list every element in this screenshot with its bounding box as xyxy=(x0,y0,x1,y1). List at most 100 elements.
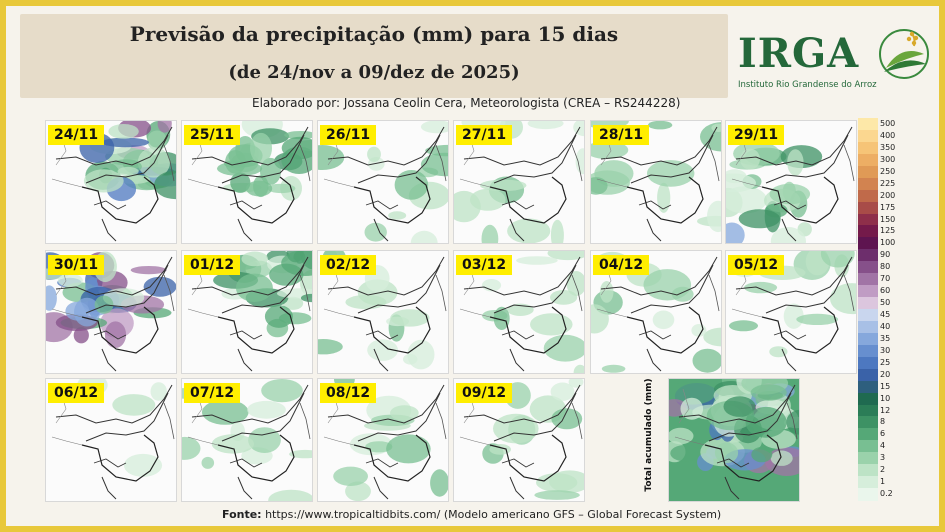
legend-item: 40 xyxy=(858,320,914,334)
legend-value: 0.2 xyxy=(880,489,893,499)
legend-item: 35 xyxy=(858,332,914,346)
map-date-label: 07/12 xyxy=(184,383,241,403)
total-accumulated-map xyxy=(668,378,800,502)
irga-logo: IRGA Instituto Rio Grandense do Arroz xyxy=(736,24,932,96)
map-graphic xyxy=(187,121,312,242)
source-label: Fonte: xyxy=(222,508,262,521)
forecast-map: 08/12 xyxy=(317,378,449,502)
legend-value: 70 xyxy=(880,274,891,284)
legend-item: 80 xyxy=(858,261,914,274)
legend-value: 90 xyxy=(880,250,891,260)
rice-field-icon xyxy=(879,29,929,79)
legend-item: 225 xyxy=(858,177,914,191)
legend-swatch xyxy=(858,368,878,382)
map-graphic xyxy=(729,251,856,372)
legend-swatch xyxy=(858,320,878,334)
source-text: https://www.tropicaltidbits.com/ (Modelo… xyxy=(265,508,722,521)
legend-swatch xyxy=(858,237,878,251)
color-legend: 500 400 350 300 250 225 200 175 150 125 … xyxy=(858,118,914,501)
legend-item: 6 xyxy=(858,428,914,442)
legend-swatch xyxy=(858,452,878,465)
legend-swatch xyxy=(858,213,878,227)
legend-value: 100 xyxy=(880,238,896,248)
map-date-label: 02/12 xyxy=(320,255,377,275)
legend-value: 2 xyxy=(880,465,886,475)
legend-item: 12 xyxy=(858,404,914,418)
map-graphic xyxy=(318,121,448,243)
map-graphic xyxy=(459,379,584,500)
legend-swatch xyxy=(858,129,878,143)
map-date-label: 01/12 xyxy=(184,255,241,275)
legend-item: 150 xyxy=(858,213,914,227)
logo-subtitle: Instituto Rio Grandense do Arroz xyxy=(738,80,877,90)
legend-value: 200 xyxy=(880,190,896,200)
forecast-map: 25/11 xyxy=(181,120,313,244)
legend-value: 45 xyxy=(880,310,891,319)
legend-swatch xyxy=(858,344,878,358)
map-date-label: 29/11 xyxy=(728,125,785,145)
legend-swatch xyxy=(858,201,878,215)
legend-value: 250 xyxy=(880,166,896,176)
map-date-label: 28/11 xyxy=(593,125,650,145)
map-date-label: 09/12 xyxy=(456,383,513,403)
legend-swatch xyxy=(858,356,878,370)
map-date-label: 27/11 xyxy=(456,125,513,145)
legend-value: 175 xyxy=(880,202,896,212)
forecast-map: 07/12 xyxy=(181,378,313,502)
map-date-label: 30/11 xyxy=(48,255,105,275)
legend-value: 1 xyxy=(880,477,886,487)
forecast-map: 03/12 xyxy=(453,250,585,374)
forecast-map: 01/12 xyxy=(181,250,313,374)
legend-value: 400 xyxy=(880,130,896,140)
map-graphic xyxy=(591,251,721,373)
legend-value: 80 xyxy=(880,262,891,272)
author-line: Elaborado por: Jossana Ceolin Cera, Mete… xyxy=(252,96,681,110)
legend-value: 300 xyxy=(880,154,896,164)
legend-item: 60 xyxy=(858,285,914,298)
legend-swatch xyxy=(858,153,878,167)
forecast-map: 24/11 xyxy=(45,120,177,244)
total-label-text: Total acumulado (mm) xyxy=(644,378,654,492)
forecast-map: 02/12 xyxy=(317,250,449,374)
legend-value: 30 xyxy=(880,345,891,355)
legend-swatch xyxy=(858,309,878,322)
legend-item: 175 xyxy=(858,201,914,215)
map-date-label: 06/12 xyxy=(48,383,105,403)
forecast-map: 29/11 xyxy=(725,120,857,244)
map-graphic xyxy=(51,121,176,242)
legend-swatch xyxy=(858,249,878,262)
legend-swatch xyxy=(858,273,878,286)
legend-swatch xyxy=(858,118,878,131)
map-date-label: 05/12 xyxy=(728,255,785,275)
map-graphic xyxy=(726,126,855,243)
source-line: Fonte: https://www.tropicaltidbits.com/ … xyxy=(222,508,721,521)
legend-swatch xyxy=(858,416,878,430)
legend-item: 0.2 xyxy=(858,488,914,501)
forecast-map: 28/11 xyxy=(590,120,722,244)
forecast-map: 26/11 xyxy=(317,120,449,244)
legend-item: 20 xyxy=(858,368,914,382)
map-graphic xyxy=(459,251,584,373)
legend-swatch xyxy=(858,404,878,418)
legend-swatch xyxy=(858,261,878,274)
total-map-graphic xyxy=(669,379,799,501)
legend-item: 4 xyxy=(858,440,914,453)
legend-value: 125 xyxy=(880,226,896,236)
legend-value: 40 xyxy=(880,321,891,331)
legend-value: 35 xyxy=(880,333,891,343)
legend-item: 8 xyxy=(858,416,914,430)
legend-value: 6 xyxy=(880,429,886,439)
legend-swatch xyxy=(858,464,878,477)
legend-value: 10 xyxy=(880,393,891,403)
map-date-label: 08/12 xyxy=(320,383,377,403)
map-date-label: 03/12 xyxy=(456,255,513,275)
legend-item: 125 xyxy=(858,225,914,239)
legend-value: 15 xyxy=(880,381,891,391)
legend-item: 30 xyxy=(858,344,914,358)
legend-item: 250 xyxy=(858,165,914,179)
legend-value: 20 xyxy=(880,369,891,379)
map-graphic xyxy=(454,121,584,243)
forecast-map: 04/12 xyxy=(590,250,722,374)
legend-value: 50 xyxy=(880,298,891,308)
legend-item: 500 xyxy=(858,118,914,131)
